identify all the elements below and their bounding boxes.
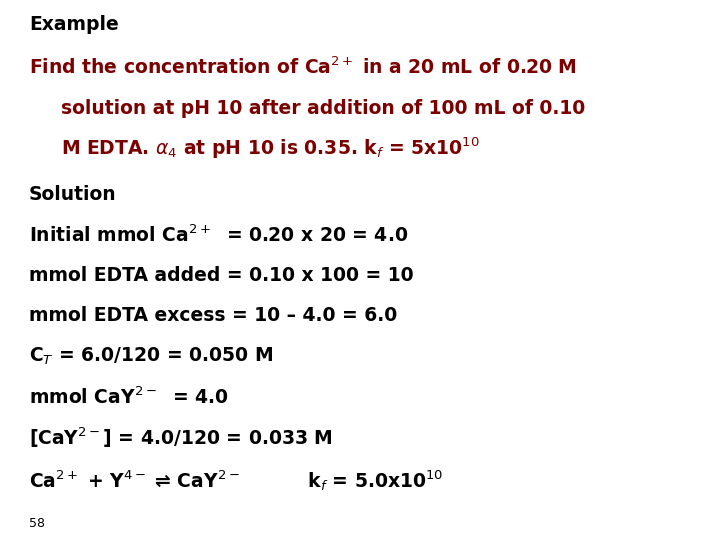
Text: mmol EDTA excess = 10 – 4.0 = 6.0: mmol EDTA excess = 10 – 4.0 = 6.0 [29, 306, 397, 326]
Text: [CaY$^{2-}$] = 4.0/120 = 0.033 M: [CaY$^{2-}$] = 4.0/120 = 0.033 M [29, 425, 333, 450]
Text: Example: Example [29, 15, 119, 34]
Text: Solution: Solution [29, 185, 117, 204]
Text: Ca$^{2+}$ + Y$^{4-}$ ⇌ CaY$^{2-}$          k$_{f}$ = 5.0x10$^{10}$: Ca$^{2+}$ + Y$^{4-}$ ⇌ CaY$^{2-}$ k$_{f}… [29, 468, 444, 493]
Text: Initial mmol Ca$^{2+}$  = 0.20 x 20 = 4.0: Initial mmol Ca$^{2+}$ = 0.20 x 20 = 4.0 [29, 224, 408, 246]
Text: mmol CaY$^{2-}$  = 4.0: mmol CaY$^{2-}$ = 4.0 [29, 386, 228, 408]
Text: solution at pH 10 after addition of 100 mL of 0.10: solution at pH 10 after addition of 100 … [61, 98, 585, 118]
Text: mmol EDTA added = 0.10 x 100 = 10: mmol EDTA added = 0.10 x 100 = 10 [29, 266, 413, 285]
Text: C$_{T}$ = 6.0/120 = 0.050 M: C$_{T}$ = 6.0/120 = 0.050 M [29, 346, 273, 367]
Text: Find the concentration of Ca$^{2+}$ in a 20 mL of 0.20 M: Find the concentration of Ca$^{2+}$ in a… [29, 57, 577, 78]
Text: 58: 58 [29, 517, 45, 530]
Text: M EDTA. $\alpha_{4}$ at pH 10 is 0.35. k$_{f}$ = 5x10$^{10}$: M EDTA. $\alpha_{4}$ at pH 10 is 0.35. k… [61, 136, 480, 161]
